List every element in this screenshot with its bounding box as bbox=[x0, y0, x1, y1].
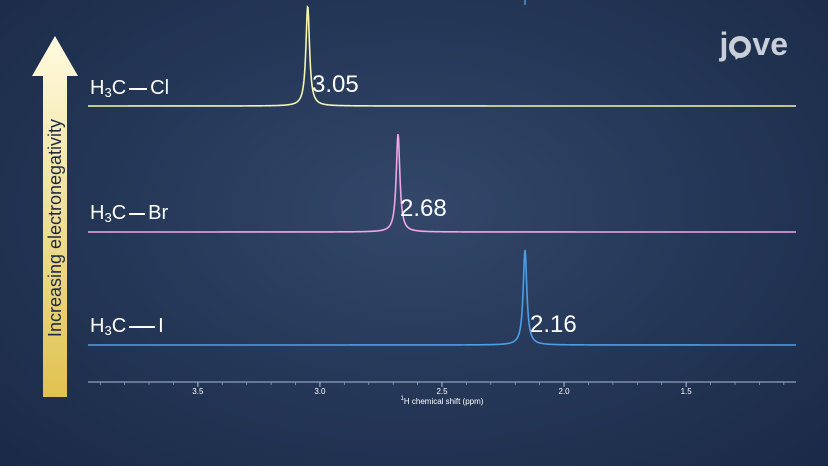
spectrum-cl bbox=[88, 5, 796, 107]
x-tick-label: 2.5 bbox=[436, 387, 448, 396]
x-axis-label-text: H chemical shift (ppm) bbox=[404, 397, 484, 406]
jove-logo: j ve bbox=[720, 26, 788, 63]
molecule-c: C bbox=[111, 202, 127, 224]
bond-line bbox=[129, 87, 148, 90]
x-tick-label: 3.5 bbox=[192, 387, 204, 396]
x-tick-label: 2.0 bbox=[559, 387, 571, 396]
molecule-h: H bbox=[90, 315, 105, 337]
x-tick-label: 1.5 bbox=[681, 387, 693, 396]
arrow-shape bbox=[32, 36, 78, 397]
molecule-halogen: Br bbox=[148, 202, 169, 224]
molecule-label-chloromethane: H3C Cl bbox=[90, 78, 169, 99]
logo-o-icon bbox=[729, 36, 752, 58]
molecule-h: H bbox=[90, 77, 105, 99]
bond-line bbox=[129, 212, 146, 215]
molecule-sub: 3 bbox=[104, 210, 112, 225]
x-axis-major-ticks: 3.5 3.0 2.5 2.0 1.5 bbox=[192, 382, 692, 396]
peak-label-iodomethane: 2.16 bbox=[530, 311, 577, 338]
molecule-sub: 3 bbox=[104, 85, 112, 100]
molecule-c: C bbox=[111, 77, 127, 99]
logo-letter-j: j bbox=[719, 26, 729, 62]
x-axis-label-sup: 1 bbox=[401, 396, 405, 402]
molecule-halogen: Cl bbox=[150, 77, 170, 99]
bond-line bbox=[129, 325, 156, 328]
spectra-group bbox=[88, 0, 796, 346]
molecule-sub: 3 bbox=[104, 323, 112, 338]
molecule-h: H bbox=[90, 202, 105, 224]
molecule-halogen: I bbox=[158, 315, 164, 337]
logo-letters-ve: ve bbox=[752, 26, 788, 62]
spectrum-i bbox=[88, 249, 796, 346]
arrow-label: Increasing electronegativity bbox=[45, 119, 65, 337]
spectrum-br bbox=[88, 133, 796, 233]
peak-label-chloromethane: 3.05 bbox=[312, 71, 359, 98]
molecule-label-bromomethane: H3C Br bbox=[90, 203, 168, 224]
molecule-c: C bbox=[111, 315, 127, 337]
molecule-label-iodomethane: H3C I bbox=[90, 316, 164, 337]
x-tick-label: 3.0 bbox=[314, 387, 326, 396]
x-axis: 3.5 3.0 2.5 2.0 1.5 bbox=[88, 381, 796, 396]
peak-label-bromomethane: 2.68 bbox=[400, 195, 447, 222]
x-axis-label: 1H chemical shift (ppm) bbox=[401, 396, 484, 406]
